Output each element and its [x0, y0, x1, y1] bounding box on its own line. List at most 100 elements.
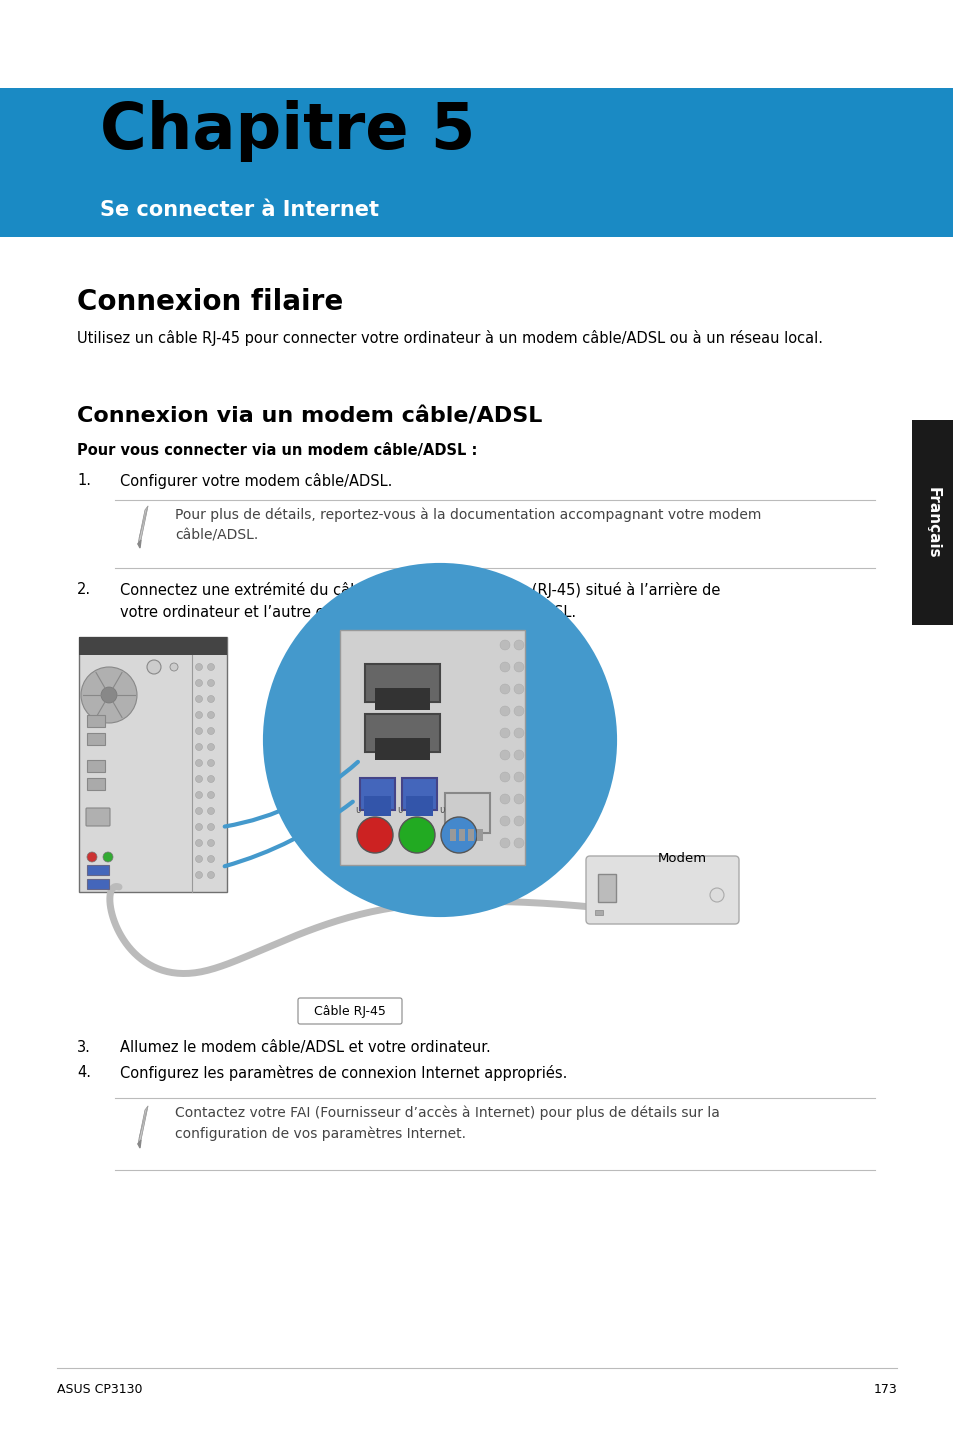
Circle shape: [499, 772, 510, 782]
Bar: [339, 630, 524, 866]
FancyBboxPatch shape: [365, 715, 439, 752]
Text: 4.: 4.: [77, 1066, 91, 1080]
Text: Se connecter à Internet: Se connecter à Internet: [100, 200, 378, 220]
Bar: [87, 761, 105, 772]
Text: Câble RJ-45: Câble RJ-45: [314, 1005, 386, 1018]
Bar: [444, 792, 490, 833]
Text: Modem: Modem: [657, 851, 706, 866]
Circle shape: [195, 775, 202, 782]
Circle shape: [195, 840, 202, 847]
Circle shape: [499, 684, 510, 695]
Bar: [0, 88, 953, 237]
Circle shape: [514, 684, 523, 695]
Text: υ: υ: [438, 805, 444, 815]
Circle shape: [208, 696, 214, 703]
Circle shape: [440, 817, 476, 853]
Circle shape: [195, 663, 202, 670]
Circle shape: [208, 712, 214, 719]
Circle shape: [195, 743, 202, 751]
Bar: [476, 828, 482, 841]
FancyBboxPatch shape: [86, 808, 110, 825]
Polygon shape: [138, 1140, 141, 1148]
Circle shape: [195, 791, 202, 798]
Circle shape: [208, 663, 214, 670]
Circle shape: [208, 743, 214, 751]
Text: Configurez les paramètres de connexion Internet appropriés.: Configurez les paramètres de connexion I…: [120, 1066, 567, 1081]
Circle shape: [195, 824, 202, 831]
Text: Utilisez un câble RJ-45 pour connecter votre ordinateur à un modem câble/ADSL ou: Utilisez un câble RJ-45 pour connecter v…: [77, 329, 822, 347]
Text: υ: υ: [355, 805, 360, 815]
Circle shape: [514, 751, 523, 761]
Circle shape: [208, 680, 214, 686]
Circle shape: [514, 706, 523, 716]
Circle shape: [195, 871, 202, 879]
Circle shape: [208, 808, 214, 814]
Circle shape: [195, 696, 202, 703]
Circle shape: [208, 840, 214, 847]
Text: ASUS CP3130: ASUS CP3130: [57, 1383, 142, 1396]
Circle shape: [208, 759, 214, 766]
Circle shape: [87, 851, 97, 861]
Bar: [458, 828, 464, 841]
Circle shape: [147, 660, 161, 674]
Circle shape: [195, 759, 202, 766]
Circle shape: [499, 815, 510, 825]
Text: Connexion filaire: Connexion filaire: [77, 288, 343, 316]
Bar: [911, 420, 953, 626]
Circle shape: [103, 851, 112, 861]
Bar: [87, 866, 109, 874]
Bar: [87, 715, 105, 728]
Bar: [598, 874, 616, 902]
Bar: [595, 910, 602, 915]
Polygon shape: [138, 506, 148, 544]
Polygon shape: [138, 541, 141, 548]
Circle shape: [514, 661, 523, 672]
Circle shape: [514, 794, 523, 804]
Text: 173: 173: [872, 1383, 896, 1396]
Circle shape: [514, 815, 523, 825]
FancyBboxPatch shape: [359, 778, 395, 810]
Text: Configurer votre modem câble/ADSL.: Configurer votre modem câble/ADSL.: [120, 473, 392, 489]
Text: Connectez une extrémité du câble RJ-45 au port réseau (RJ-45) situé à l’arrière : Connectez une extrémité du câble RJ-45 a…: [120, 582, 720, 620]
Bar: [79, 637, 227, 654]
Bar: [87, 733, 105, 745]
Circle shape: [208, 791, 214, 798]
Circle shape: [356, 817, 393, 853]
Text: υ: υ: [396, 805, 402, 815]
Bar: [87, 778, 105, 789]
Circle shape: [170, 663, 178, 672]
Text: Pour plus de détails, reportez-vous à la documentation accompagnant votre modem
: Pour plus de détails, reportez-vous à la…: [174, 508, 760, 542]
Circle shape: [709, 889, 723, 902]
Circle shape: [81, 667, 137, 723]
Text: 2.: 2.: [77, 582, 91, 597]
Circle shape: [514, 640, 523, 650]
Bar: [468, 828, 474, 841]
Circle shape: [514, 728, 523, 738]
Ellipse shape: [265, 565, 615, 915]
FancyBboxPatch shape: [79, 637, 227, 892]
Bar: [450, 828, 456, 841]
Text: Chapitre 5: Chapitre 5: [100, 101, 475, 162]
Text: Pour vous connecter via un modem câble/ADSL :: Pour vous connecter via un modem câble/A…: [77, 443, 476, 457]
Circle shape: [101, 687, 117, 703]
Circle shape: [499, 706, 510, 716]
Circle shape: [195, 856, 202, 863]
Text: 1.: 1.: [77, 473, 91, 487]
Bar: [364, 797, 391, 815]
Bar: [87, 879, 109, 889]
FancyBboxPatch shape: [365, 664, 439, 702]
Circle shape: [499, 838, 510, 848]
Circle shape: [195, 728, 202, 735]
Text: 3.: 3.: [77, 1040, 91, 1055]
Circle shape: [499, 640, 510, 650]
Circle shape: [195, 712, 202, 719]
Text: Contactez votre FAI (Fournisseur d’accès à Internet) pour plus de détails sur la: Contactez votre FAI (Fournisseur d’accès…: [174, 1106, 720, 1142]
Circle shape: [398, 817, 435, 853]
Circle shape: [499, 728, 510, 738]
Circle shape: [514, 772, 523, 782]
Circle shape: [499, 661, 510, 672]
FancyBboxPatch shape: [585, 856, 739, 925]
Circle shape: [195, 680, 202, 686]
Bar: [406, 797, 433, 815]
Circle shape: [208, 871, 214, 879]
